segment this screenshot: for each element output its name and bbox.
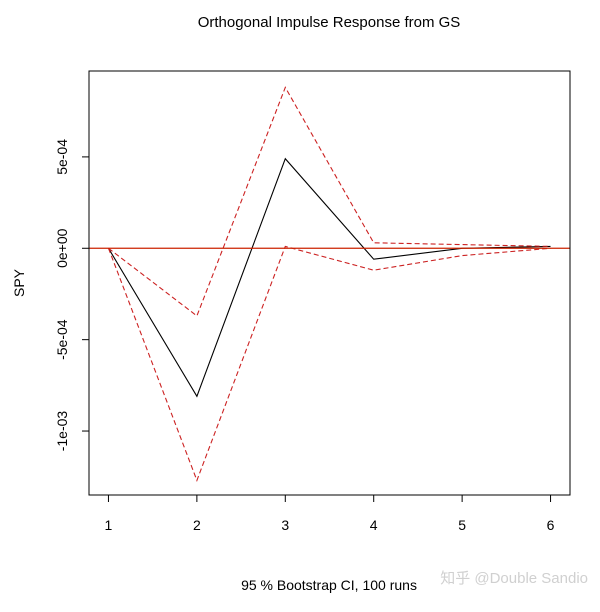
y-tick-label: -1e-03 bbox=[54, 411, 70, 452]
upper-ci-line bbox=[108, 86, 551, 317]
lower-ci-line bbox=[107, 245, 551, 482]
chart-title: Orthogonal Impulse Response from GS bbox=[198, 14, 461, 31]
impulse-response-line bbox=[108, 157, 551, 398]
y-tick-label: -5e-04 bbox=[54, 319, 70, 360]
x-tick-label: 1 bbox=[105, 517, 113, 533]
y-tick-label: 5e-04 bbox=[54, 139, 70, 175]
y-axis-title: SPY bbox=[11, 268, 27, 297]
x-axis-title: 95 % Bootstrap CI, 100 runs bbox=[241, 577, 417, 593]
x-tick-label: 2 bbox=[193, 517, 201, 533]
x-tick-label: 6 bbox=[547, 517, 555, 533]
x-tick-label: 3 bbox=[281, 517, 289, 533]
x-tick-label: 4 bbox=[370, 517, 378, 533]
plot-frame bbox=[88, 70, 571, 496]
y-tick-label: 0e+00 bbox=[54, 228, 70, 268]
x-tick-label: 5 bbox=[458, 517, 466, 533]
watermark-text: 知乎 @Double Sandio bbox=[440, 570, 588, 587]
